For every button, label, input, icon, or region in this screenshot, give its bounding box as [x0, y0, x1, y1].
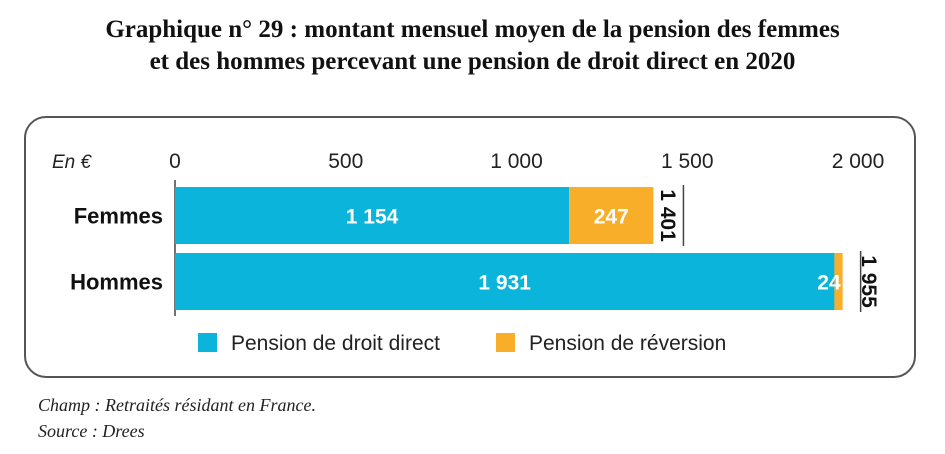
chart-title-line2: et des hommes percevant une pension de d… — [149, 48, 796, 75]
category-label-femmes: Femmes — [74, 204, 163, 229]
total-label-femmes: 1 401 — [656, 189, 679, 242]
chart-title-line1: Graphique n° 29 : montant mensuel moyen … — [105, 16, 840, 43]
total-label-hommes: 1 955 — [857, 255, 880, 308]
chart-notes: Champ : Retraités résidant en France. So… — [38, 392, 316, 444]
x-tick-label-2: 1 000 — [490, 150, 543, 173]
bar-hommes-series-0 — [175, 253, 835, 310]
bar-hommes-series-1 — [834, 253, 843, 310]
data-label-hommes-series-1: 24 — [817, 272, 841, 295]
x-tick-label-1: 500 — [328, 150, 363, 173]
data-label-femmes-series-0: 1 154 — [346, 206, 399, 229]
chart-title: Graphique n° 29 : montant mensuel moyen … — [0, 14, 945, 78]
x-tick-label-3: 1 500 — [661, 150, 714, 173]
legend: Pension de droit direct Pension de révers… — [198, 332, 726, 355]
data-label-femmes-series-1: 247 — [594, 206, 629, 229]
legend-swatch-1 — [496, 333, 515, 352]
data-label-hommes-series-0: 1 931 — [478, 272, 531, 295]
champ-note: Champ : Retraités résidant en France. — [38, 395, 316, 415]
x-axis: 0 500 1 000 1 500 2 000 — [169, 150, 884, 173]
legend-label-0: Pension de droit direct — [231, 332, 440, 355]
x-tick-label-4: 2 000 — [832, 150, 885, 173]
chart-frame — [24, 116, 916, 378]
bar-femmes-series-1 — [569, 187, 654, 244]
x-tick-label-0: 0 — [169, 150, 181, 173]
unit-label: En € — [52, 152, 93, 173]
source-note: Source : Drees — [38, 421, 145, 441]
bars: Femmes 1 154 247 1 401 Hommes 1 931 24 1 955 — [70, 180, 880, 316]
bar-femmes-series-0 — [175, 187, 570, 244]
legend-label-1: Pension de réversion — [529, 332, 726, 355]
category-label-hommes: Hommes — [70, 270, 163, 295]
legend-swatch-0 — [198, 333, 217, 352]
